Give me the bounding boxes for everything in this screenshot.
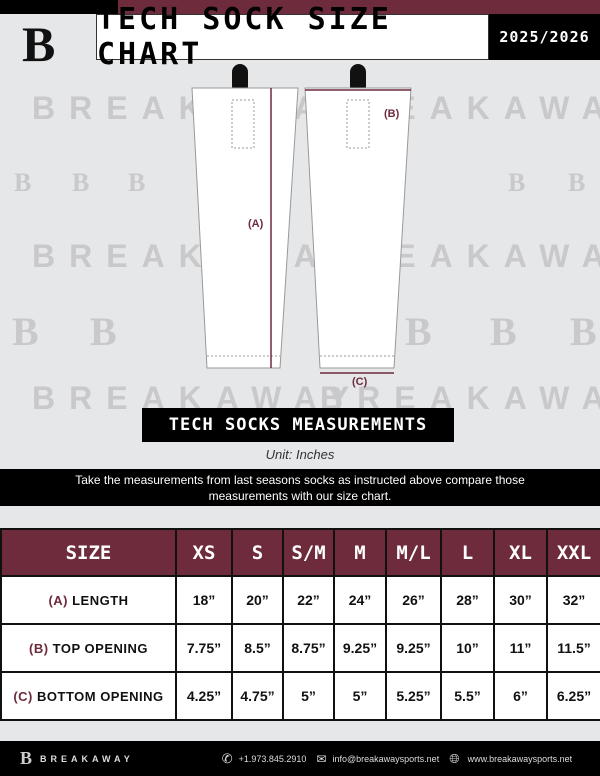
watermark-logo: B	[570, 309, 597, 354]
table-header-row: SIZE XS S S/M M M/L L XL XXL	[0, 528, 600, 577]
cell: 6.25”	[546, 671, 600, 721]
table-row: (C) BOTTOM OPENING 4.25” 4.75” 5” 5” 5.25” 5.…	[0, 671, 600, 721]
table-row: (B) TOP OPENING 7.75” 8.5” 8.75” 9.25” 9.25”…	[0, 623, 600, 673]
label-a: (A)	[248, 218, 264, 230]
cell: 10”	[440, 623, 495, 673]
top-bar-black	[0, 0, 118, 14]
cell: 9.25”	[385, 623, 442, 673]
cell: 28”	[440, 575, 495, 625]
size-col: XS	[175, 528, 233, 577]
sock-front	[191, 87, 299, 369]
mail-icon: ✉	[316, 751, 327, 766]
cell: 5.5”	[440, 671, 495, 721]
size-col: XXL	[546, 528, 600, 577]
watermark-logo: B	[128, 168, 146, 197]
footer-brand: BREAKAWAY	[40, 753, 134, 764]
cell: 32”	[546, 575, 600, 625]
cell: 30”	[493, 575, 548, 625]
watermark-logo: B	[14, 168, 32, 197]
cell: 9.25”	[333, 623, 387, 673]
watermark-logo: B	[490, 309, 517, 354]
size-col: S	[231, 528, 284, 577]
globe-icon: 🌐︎	[449, 750, 460, 766]
size-header: SIZE	[0, 528, 177, 577]
footer-email[interactable]: info@breakawaysports.net	[332, 753, 440, 764]
cell: 4.25”	[175, 671, 233, 721]
cell: 20”	[231, 575, 284, 625]
cell: 8.75”	[282, 623, 335, 673]
footer-website[interactable]: www.breakawaysports.net	[467, 753, 573, 764]
cell: 6”	[493, 671, 548, 721]
cell: 24”	[333, 575, 387, 625]
table-row: (A) LENGTH 18” 20” 22” 24” 26” 28” 30” 32”	[0, 575, 600, 625]
row-label: (B) TOP OPENING	[0, 623, 177, 673]
label-b: (B)	[384, 108, 400, 120]
phone-icon: ✆	[221, 750, 233, 766]
sock-tab-right	[350, 64, 366, 94]
brand-logo: B	[22, 16, 56, 72]
cell: 22”	[282, 575, 335, 625]
sock-back	[304, 87, 412, 369]
cell: 4.75”	[231, 671, 284, 721]
season-badge: 2025/2026	[489, 14, 600, 60]
label-c: (C)	[352, 376, 368, 388]
sock-tab-left	[232, 64, 248, 94]
cell: 5”	[282, 671, 335, 721]
size-col: XL	[493, 528, 548, 577]
row-label: (C) BOTTOM OPENING	[0, 671, 177, 721]
cell: 5.25”	[385, 671, 442, 721]
watermark-logo: B	[508, 168, 526, 197]
page-title: TECH SOCK SIZE CHART	[96, 2, 489, 72]
watermark: BREAKAWAY	[32, 238, 364, 274]
title-text: TECH SOCK SIZE CHART	[97, 2, 392, 72]
size-col: L	[440, 528, 495, 577]
size-table: SIZE XS S S/M M M/L L XL XXL (A) LENGTH …	[0, 528, 600, 721]
cell: 11.5”	[546, 623, 600, 673]
cell: 5”	[333, 671, 387, 721]
watermark-logo: B	[90, 309, 117, 354]
size-col: S/M	[282, 528, 335, 577]
unit-label: Unit: Inches	[265, 447, 335, 462]
watermark-logo: B	[72, 168, 90, 197]
watermark-logo: B	[405, 309, 432, 354]
cell: 18”	[175, 575, 233, 625]
sock-diagram	[191, 64, 412, 374]
measurements-banner: TECH SOCKS MEASUREMENTS	[142, 408, 454, 442]
size-col: M	[333, 528, 387, 577]
cell: 7.75”	[175, 623, 233, 673]
instructions: Take the measurements from last seasons …	[0, 469, 600, 506]
cell: 8.5”	[231, 623, 284, 673]
footer-phone[interactable]: +1.973.845.2910	[238, 753, 307, 764]
watermark-logo: B	[12, 309, 39, 354]
top-bar-maroon	[118, 0, 600, 14]
size-col: M/L	[385, 528, 442, 577]
footer: B BREAKAWAY ✆ +1.973.845.2910 ✉ info@bre…	[0, 741, 600, 776]
cell: 11”	[493, 623, 548, 673]
row-label: (A) LENGTH	[0, 575, 177, 625]
watermark-logo: B	[568, 168, 586, 197]
footer-logo: B	[20, 748, 33, 768]
cell: 26”	[385, 575, 442, 625]
